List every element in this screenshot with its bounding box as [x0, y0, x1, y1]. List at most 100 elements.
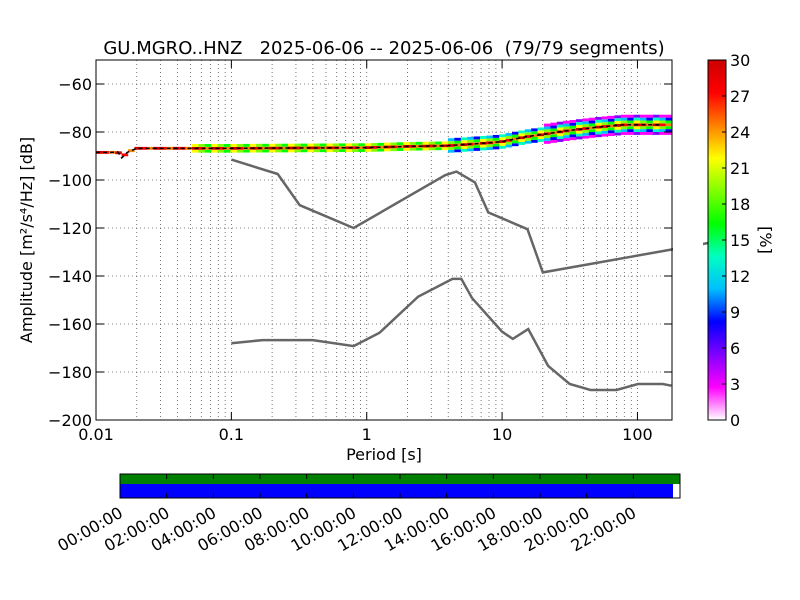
pdf-cell [403, 142, 410, 145]
pdf-cell [448, 149, 455, 153]
pdf-cell [665, 117, 673, 121]
pdf-cell [620, 120, 628, 124]
pdf-cell [633, 117, 641, 121]
pdf-cell [288, 149, 295, 153]
y-tick-label: −80 [58, 123, 92, 142]
pdf-cell [352, 149, 359, 152]
colorbar: 0 3 6 9 12 15 18 21 24 27 30 [707, 51, 750, 430]
pdf-cell [646, 114, 653, 118]
pdf-cell [582, 132, 589, 136]
y-tick-label: −200 [48, 411, 92, 430]
pdf-cell [499, 145, 506, 149]
pdf-cell [550, 125, 557, 129]
pdf-cell [371, 148, 378, 152]
pdf-cell [524, 140, 532, 144]
pdf-cell [665, 114, 673, 118]
pdf-cell [275, 149, 282, 153]
pdf-cell [633, 129, 641, 132]
pdf-cell [313, 143, 321, 147]
pdf-cell [588, 117, 596, 121]
pdf-cell [569, 125, 577, 129]
x-tick-label: 0.1 [219, 425, 244, 444]
pdf-cell [659, 132, 666, 135]
pdf-cell [416, 147, 423, 151]
timeline-panel: 00:00:0002:00:0004:00:0006:00:0008:00:00… [54, 473, 681, 555]
pdf-cell [486, 147, 493, 150]
pdf-cell [614, 115, 621, 119]
pdf-cell [480, 147, 487, 151]
pdf-cell [505, 133, 513, 136]
pdf-cell [454, 140, 461, 144]
pdf-cell [640, 129, 647, 132]
colorbar-tick-label: 9 [730, 303, 740, 322]
pdf-cell [576, 130, 583, 134]
pdf-cell [352, 146, 359, 150]
pdf-cell [473, 139, 481, 143]
pdf-cell [601, 116, 609, 120]
colorbar-label: [%] [756, 226, 775, 254]
pdf-cell [588, 126, 596, 130]
pdf-cell [294, 149, 301, 153]
pdf-cell [454, 146, 461, 150]
pdf-cell [614, 126, 621, 130]
pdf-cell [384, 148, 391, 152]
y-tick-label: −100 [48, 171, 92, 190]
x-tick-label: 100 [622, 425, 653, 444]
pdf-cell [576, 122, 583, 125]
pdf-cell [665, 126, 673, 130]
pdf-cell [268, 149, 276, 153]
pdf-cell [633, 114, 641, 118]
pdf-cell [563, 120, 570, 124]
pdf-cell [544, 135, 551, 139]
pdf-cell [512, 134, 519, 138]
pdf-cell [646, 129, 653, 132]
pdf-cell [659, 120, 666, 124]
pdf-cell [224, 144, 231, 147]
pdf-cell [281, 146, 289, 150]
pdf-cell [441, 147, 449, 151]
pdf-cell [646, 132, 653, 135]
colorbar-tick-label: 0 [730, 411, 740, 430]
x-tick-label: 1 [362, 425, 372, 444]
pdf-cell [249, 149, 257, 153]
right-mask [673, 40, 703, 440]
pdf-cell [524, 137, 532, 141]
pdf-cell [652, 129, 660, 132]
pdf-cell [659, 114, 666, 118]
pdf-cell [480, 136, 487, 139]
pdf-cell [563, 123, 570, 127]
pdf-cell [204, 149, 212, 153]
pdf-cell [499, 134, 506, 138]
pdf-cell [339, 149, 346, 153]
pdf-cell [659, 123, 666, 127]
pdf-cell [531, 139, 538, 143]
pdf-cell [569, 131, 577, 135]
pdf-cell [544, 126, 551, 130]
pdf-cell [620, 129, 628, 133]
pdf-cell [588, 120, 596, 124]
pdf-cell [358, 146, 365, 150]
pdf-cell [441, 141, 449, 145]
pdf-cell [204, 144, 212, 147]
pdf-cell [595, 134, 602, 138]
pdf-cell [134, 146, 141, 150]
model-low-line [231, 277, 672, 392]
pdf-cell [595, 128, 602, 132]
y-tick-label: −160 [48, 315, 92, 334]
pdf-cell [544, 129, 551, 133]
pdf-cell [537, 136, 545, 140]
pdf-cell [563, 132, 570, 136]
y-tick-label: −140 [48, 267, 92, 286]
pdf-cell [556, 124, 564, 128]
pdf-cell [473, 136, 481, 140]
pdf-cell [390, 148, 397, 152]
pdf-cell [531, 128, 538, 132]
pdf-cell [627, 132, 634, 135]
pdf-cell [448, 146, 455, 150]
colorbar-tick-label: 30 [730, 51, 750, 70]
pdf-cell [467, 148, 474, 152]
pdf-cell [582, 121, 589, 125]
pdf-cell [640, 126, 647, 130]
pdf-cell [620, 117, 628, 121]
pdf-cell [249, 143, 257, 147]
